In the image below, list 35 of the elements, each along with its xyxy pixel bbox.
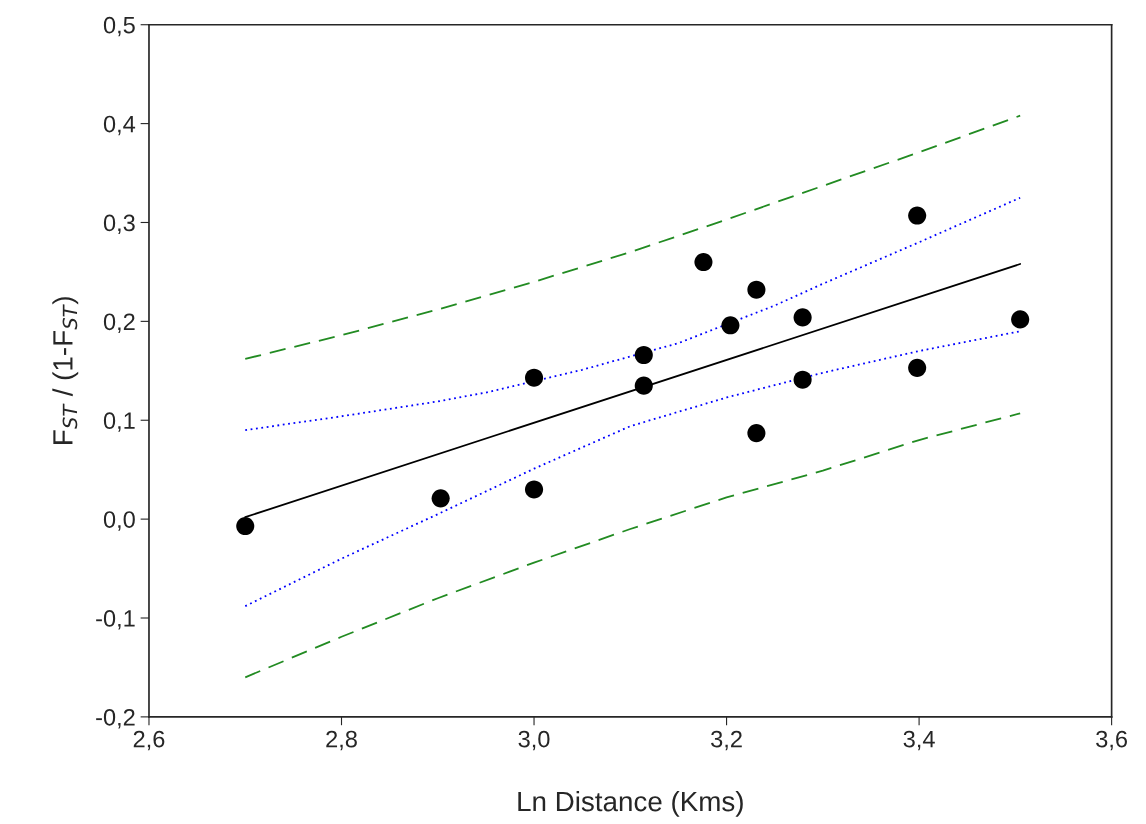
line-series — [244, 114, 1022, 360]
y-tick-label: -0,2 — [96, 708, 135, 729]
y-tick-label: 0,2 — [103, 313, 135, 333]
x-tick-label: 3,4 — [903, 730, 935, 751]
line-series — [244, 412, 1022, 679]
x-tick-label: 3,2 — [711, 730, 742, 751]
y-tick-label: 0,5 — [103, 16, 135, 37]
x-tick-label: 3,0 — [518, 730, 550, 751]
point — [721, 316, 740, 335]
point — [747, 280, 766, 299]
point — [1011, 310, 1030, 329]
point — [634, 345, 653, 365]
line-series — [244, 196, 1022, 432]
point — [236, 516, 255, 536]
y-tick-label: 0,3 — [103, 214, 135, 235]
point — [694, 252, 713, 272]
y-tick-label: 0,1 — [103, 412, 135, 432]
x-tick-label: 2,8 — [326, 730, 357, 751]
point — [747, 424, 766, 443]
point — [634, 376, 653, 395]
x-tick-label: 2,6 — [133, 730, 165, 751]
x-tick-label: 3,6 — [1096, 730, 1127, 751]
line-series — [244, 330, 1022, 608]
y-tick-label: 0,4 — [103, 115, 136, 136]
point — [793, 370, 812, 389]
x-axis-title: Ln Distance (Kms) — [518, 790, 743, 817]
point — [431, 489, 450, 508]
y-tick-label: 0,0 — [103, 511, 135, 531]
y-axis-title: F$_{ST}$ / (1-F$_{ST}$) — [52, 297, 79, 444]
point — [908, 358, 927, 377]
point — [793, 308, 812, 327]
point — [524, 368, 544, 387]
point — [524, 480, 544, 499]
y-tick-label: -0,1 — [96, 610, 135, 630]
point — [908, 206, 927, 225]
